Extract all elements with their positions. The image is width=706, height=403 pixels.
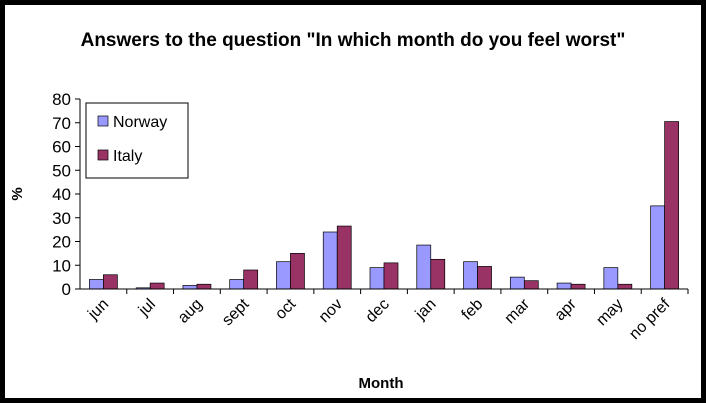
x-tick-label: may xyxy=(593,296,626,329)
y-tick-label: 0 xyxy=(62,280,71,299)
bar-italy-may xyxy=(617,283,633,290)
bar-norway-apr xyxy=(556,282,572,290)
y-tick-label: 70 xyxy=(52,114,71,133)
bar-italy-feb xyxy=(477,266,492,290)
bar-norway-feb xyxy=(463,261,478,290)
y-tick-label: 80 xyxy=(52,90,71,109)
legend: Norway Italy xyxy=(85,102,189,179)
bar-italy-jul xyxy=(149,282,165,290)
y-tick-label: 40 xyxy=(52,185,71,204)
bar-italy-aug xyxy=(196,283,212,290)
y-tick-label: 20 xyxy=(52,233,71,252)
bar-norway-aug xyxy=(182,285,198,290)
x-tick-label: jul xyxy=(135,296,159,320)
chart-frame xyxy=(5,5,701,398)
x-tick-label: aug xyxy=(175,296,206,327)
bar-italy-mar xyxy=(523,280,539,290)
x-tick-label: mar xyxy=(502,295,534,327)
chart-title: Answers to the question "In which month … xyxy=(80,30,626,51)
y-tick-label: 50 xyxy=(52,161,71,180)
x-tick-label: dec xyxy=(363,296,393,326)
x-tick-label: jan xyxy=(412,296,440,324)
y-tick-label: 30 xyxy=(52,209,71,228)
legend-label-italy: Italy xyxy=(113,148,142,165)
bars xyxy=(89,121,679,290)
bar-norway-nov xyxy=(322,231,338,290)
bar-italy-jan xyxy=(430,258,446,290)
bar-norway-oct xyxy=(276,261,291,290)
legend-box xyxy=(85,102,189,179)
y-axis-label: % xyxy=(9,187,26,200)
y-tick-label: 10 xyxy=(52,256,71,275)
x-tick-label: no pref xyxy=(626,295,674,343)
bar-italy-nov xyxy=(336,225,352,290)
bar-italy-apr xyxy=(570,283,586,290)
bar-norway-dec xyxy=(369,267,385,290)
x-tick-label: oct xyxy=(272,295,300,323)
y-tick-label: 60 xyxy=(52,138,71,157)
legend-swatch-italy xyxy=(97,149,109,161)
bar-italy-jun xyxy=(103,274,118,290)
x-tick-label: sept xyxy=(219,295,253,329)
bar-italy-oct xyxy=(290,253,305,290)
bar-italy-no-pref xyxy=(664,121,679,290)
x-tick-label: nov xyxy=(316,296,346,326)
x-tick-label: apr xyxy=(552,295,581,324)
bar-norway-may xyxy=(603,267,619,290)
bar-norway-jan xyxy=(416,244,432,290)
x-axis-ticks: jun jul aug sept oct nov dec jan feb mar apr may no … xyxy=(84,289,689,343)
legend-swatch-norway xyxy=(97,115,109,127)
bar-norway-sept xyxy=(229,279,245,290)
x-tick-label: jun xyxy=(84,296,112,324)
legend-label-norway: Norway xyxy=(113,114,167,131)
bar-italy-dec xyxy=(383,262,399,290)
x-tick-label: feb xyxy=(459,296,487,324)
bar-italy-sept xyxy=(243,269,259,290)
bar-norway-jun xyxy=(89,279,104,290)
x-axis-label: Month xyxy=(359,375,404,392)
bar-norway-no-pref xyxy=(650,205,665,290)
y-axis-ticks: 0 10 20 30 40 50 60 70 80 xyxy=(52,90,80,299)
bar-norway-mar xyxy=(509,276,525,290)
